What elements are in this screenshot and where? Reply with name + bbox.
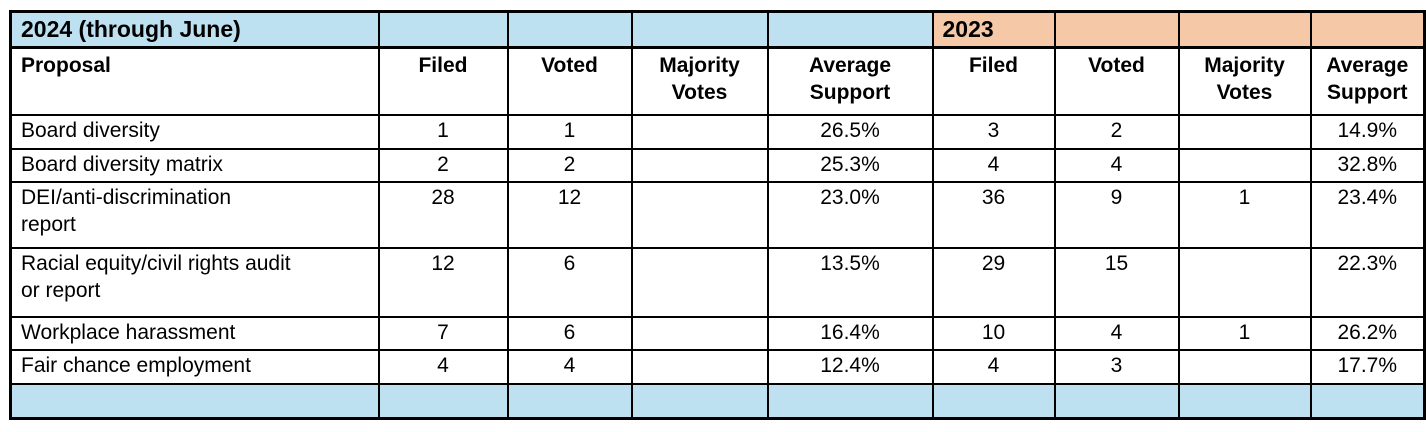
year-label-cell: 2024 (through June) xyxy=(9,10,380,49)
value-cell: 1 xyxy=(1177,180,1312,249)
proposal-cell: Fair chance employment xyxy=(9,348,380,385)
column-header: Majority Votes xyxy=(1177,46,1312,116)
table-row: Board diversity 1 1 26.5% 3 2 14.9% xyxy=(9,113,1426,150)
value-cell: 12 xyxy=(377,246,509,318)
value-cell: 2 xyxy=(1053,113,1180,150)
value-cell: 1 xyxy=(377,113,509,150)
footer-cell xyxy=(1177,382,1312,420)
value-cell: 2 xyxy=(506,147,633,183)
value-cell xyxy=(1177,147,1312,183)
footer-cell xyxy=(931,382,1056,420)
value-cell: 4 xyxy=(931,147,1056,183)
footer-cell xyxy=(766,382,934,420)
value-cell: 7 xyxy=(377,315,509,351)
column-header: Majority Votes xyxy=(630,46,769,116)
value-cell xyxy=(630,113,769,150)
footer-cell xyxy=(9,382,380,420)
table-body: Board diversity 1 1 26.5% 3 2 14.9% Board diver… xyxy=(9,113,1426,385)
table-row: Board diversity matrix 2 2 25.3% 4 4 32.8% xyxy=(9,147,1426,183)
value-cell: 9 xyxy=(1053,180,1180,249)
year-empty-cell xyxy=(506,10,633,49)
value-cell xyxy=(630,246,769,318)
proposal-cell: Racial equity/civil rights audit or repo… xyxy=(9,246,380,318)
footer-cell xyxy=(630,382,769,420)
year-empty-cell xyxy=(377,10,509,49)
year-empty-cell xyxy=(630,10,769,49)
footer-cell xyxy=(1309,382,1426,420)
value-cell xyxy=(630,315,769,351)
value-cell xyxy=(1177,246,1312,318)
value-cell: 4 xyxy=(931,348,1056,385)
value-cell xyxy=(630,180,769,249)
year-empty-cell xyxy=(1053,10,1180,49)
value-cell: 2 xyxy=(377,147,509,183)
value-cell: 1 xyxy=(506,113,633,150)
year-label-cell: 2023 xyxy=(931,10,1056,49)
proposal-cell: Board diversity matrix xyxy=(9,147,380,183)
value-cell: 32.8% xyxy=(1309,147,1426,183)
table-foot xyxy=(9,382,1426,420)
proposal-cell: Board diversity xyxy=(9,113,380,150)
proposal-cell: DEI/anti-discrimination report xyxy=(9,180,380,249)
table-head: 2024 (through June) 2023 Proposal Filed Vot… xyxy=(9,10,1426,116)
value-cell: 3 xyxy=(931,113,1056,150)
value-cell: 23.4% xyxy=(1309,180,1426,249)
column-header: Voted xyxy=(506,46,633,116)
value-cell: 26.5% xyxy=(766,113,934,150)
value-cell: 25.3% xyxy=(766,147,934,183)
column-header: Voted xyxy=(1053,46,1180,116)
footer-cell xyxy=(506,382,633,420)
value-cell: 28 xyxy=(377,180,509,249)
value-cell: 10 xyxy=(931,315,1056,351)
footer-row xyxy=(9,382,1426,420)
value-cell xyxy=(630,147,769,183)
table-row: DEI/anti-discrimination report 28 12 23.0% 3… xyxy=(9,180,1426,249)
value-cell: 4 xyxy=(506,348,633,385)
value-cell: 4 xyxy=(377,348,509,385)
value-cell: 12 xyxy=(506,180,633,249)
footer-cell xyxy=(377,382,509,420)
table-row: Racial equity/civil rights audit or repo… xyxy=(9,246,1426,318)
year-row: 2024 (through June) 2023 xyxy=(9,10,1426,49)
value-cell: 23.0% xyxy=(766,180,934,249)
value-cell: 22.3% xyxy=(1309,246,1426,318)
value-cell: 15 xyxy=(1053,246,1180,318)
value-cell: 6 xyxy=(506,315,633,351)
value-cell: 14.9% xyxy=(1309,113,1426,150)
value-cell xyxy=(1177,113,1312,150)
value-cell xyxy=(1177,348,1312,385)
column-header: Filed xyxy=(931,46,1056,116)
column-header: Proposal xyxy=(9,46,380,116)
column-header: Average Support xyxy=(766,46,934,116)
value-cell: 4 xyxy=(1053,315,1180,351)
value-cell: 3 xyxy=(1053,348,1180,385)
value-cell: 6 xyxy=(506,246,633,318)
column-header: Filed xyxy=(377,46,509,116)
value-cell: 17.7% xyxy=(1309,348,1426,385)
value-cell xyxy=(630,348,769,385)
column-header: Average Support xyxy=(1309,46,1426,116)
table-row: Workplace harassment 7 6 16.4% 10 4 1 26.2% xyxy=(9,315,1426,351)
table-row: Fair chance employment 4 4 12.4% 4 3 17.7% xyxy=(9,348,1426,385)
year-empty-cell xyxy=(1309,10,1426,49)
value-cell: 12.4% xyxy=(766,348,934,385)
column-header-row: Proposal Filed Voted Majority Votes Average … xyxy=(9,46,1426,116)
year-empty-cell xyxy=(1177,10,1312,49)
value-cell: 26.2% xyxy=(1309,315,1426,351)
value-cell: 29 xyxy=(931,246,1056,318)
proposal-cell: Workplace harassment xyxy=(9,315,380,351)
value-cell: 4 xyxy=(1053,147,1180,183)
value-cell: 13.5% xyxy=(766,246,934,318)
value-cell: 16.4% xyxy=(766,315,934,351)
footer-cell xyxy=(1053,382,1180,420)
year-empty-cell xyxy=(766,10,934,49)
proposals-table: 2024 (through June) 2023 Proposal Filed Vot… xyxy=(9,10,1426,420)
value-cell: 36 xyxy=(931,180,1056,249)
value-cell: 1 xyxy=(1177,315,1312,351)
